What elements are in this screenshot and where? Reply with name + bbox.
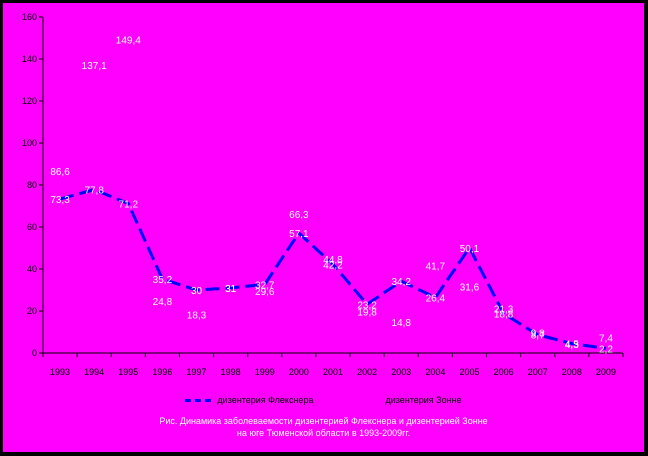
- data-label-sonne: 7,4: [599, 333, 613, 344]
- y-tick-label: 60: [27, 222, 37, 232]
- x-tick-label: 2002: [357, 367, 377, 377]
- x-tick-label: 2005: [459, 367, 479, 377]
- x-tick-label: 2006: [494, 367, 514, 377]
- data-label-flexner: 26,4: [426, 294, 446, 305]
- legend-label-sonne: дизентерия Зонне: [385, 395, 462, 405]
- data-label-sonne: 86,6: [50, 167, 70, 178]
- y-tick-label: 160: [22, 12, 37, 22]
- data-label-sonne: 21,3: [494, 304, 514, 315]
- legend-item-sonne: дизентерия Зонне: [353, 395, 461, 405]
- caption-line-1: Рис. Динамика заболеваемости дизентерией…: [159, 416, 488, 426]
- x-tick-label: 1998: [221, 367, 241, 377]
- x-tick-label: 2007: [528, 367, 548, 377]
- data-label-sonne: 14,8: [392, 318, 412, 329]
- data-label-flexner: 23,2: [357, 300, 377, 311]
- x-tick-label: 2001: [323, 367, 343, 377]
- y-tick-label: 0: [32, 348, 37, 358]
- series-line-flexner: [59, 188, 607, 350]
- x-tick-label: 1999: [255, 367, 275, 377]
- x-tick-label: 2000: [289, 367, 309, 377]
- legend-swatch-flexner: [185, 398, 212, 402]
- caption-line-2: на юге Тюменской области в 1993-2009гг.: [236, 428, 411, 438]
- data-label-flexner: 4,5: [565, 340, 579, 351]
- x-tick-label: 2008: [562, 367, 582, 377]
- data-label-flexner: 18,8: [494, 310, 514, 321]
- data-label-sonne: 31,6: [460, 283, 480, 294]
- x-tick-label: 1997: [187, 367, 207, 377]
- chart-area: 0 20 40 60 80 100 120 140 160 1993 1994 1995 1996 199…: [3, 3, 644, 452]
- legend-label-flexner: дизентерия Флекснера: [217, 395, 314, 405]
- data-label-flexner: 57,1: [289, 229, 309, 240]
- data-label-flexner: 50,1: [460, 244, 480, 255]
- x-tick-label: 2009: [596, 367, 616, 377]
- data-label-flexner: 77,8: [84, 186, 104, 197]
- data-label-sonne: 24,8: [153, 297, 173, 308]
- x-tick-label: 2003: [391, 367, 411, 377]
- x-tick-label: 1993: [50, 367, 70, 377]
- data-label-sonne: 4,3: [565, 340, 579, 351]
- data-label-flexner: 71,2: [119, 199, 139, 210]
- data-label-sonne: 29,6: [255, 287, 275, 298]
- y-tick-label: 80: [27, 180, 37, 190]
- y-tick-label: 100: [22, 138, 37, 148]
- y-tick-label: 120: [22, 96, 37, 106]
- line-chart: 0 20 40 60 80 100 120 140 160 1993 1994 1995 1996 199…: [22, 12, 624, 377]
- legend: дизентерия Флекснера дизентерия Зонне: [3, 395, 644, 405]
- data-label-sonne: 9,8: [531, 328, 545, 339]
- data-label-flexner: 8,7: [531, 331, 545, 342]
- data-label-sonne: 18,3: [187, 311, 207, 322]
- data-label-flexner: 34,2: [392, 277, 412, 288]
- data-label-sonne: 44,8: [323, 255, 343, 266]
- data-label-sonne: 149,4: [116, 35, 141, 46]
- x-tick-label: 1994: [84, 367, 104, 377]
- x-tick-label: 1995: [118, 367, 138, 377]
- data-label-sonne: 41,7: [426, 261, 446, 272]
- y-tick-label: 20: [27, 306, 37, 316]
- data-label-flexner: 30: [191, 286, 203, 297]
- y-tick-label: 140: [22, 54, 37, 64]
- data-label-sonne: 66,3: [289, 210, 309, 221]
- x-tick-label: 1996: [152, 367, 172, 377]
- data-label-flexner: 42,2: [323, 260, 343, 271]
- y-tick-label: 40: [27, 264, 37, 274]
- data-label-sonne: 137,1: [82, 61, 107, 72]
- data-label-sonne: 19,8: [357, 307, 377, 318]
- data-label-flexner: 2,2: [599, 344, 613, 355]
- x-tick-label: 2004: [425, 367, 445, 377]
- data-label-sonne: 31: [225, 284, 237, 295]
- legend-item-flexner: дизентерия Флекснера: [185, 395, 313, 405]
- figure-caption: Рис. Динамика заболеваемости дизентерией…: [3, 415, 644, 439]
- data-label-flexner: 32,7: [255, 280, 275, 291]
- data-label-flexner: 73,3: [50, 195, 70, 206]
- data-label-flexner: 35,2: [153, 275, 173, 286]
- data-label-flexner: 31: [225, 284, 237, 295]
